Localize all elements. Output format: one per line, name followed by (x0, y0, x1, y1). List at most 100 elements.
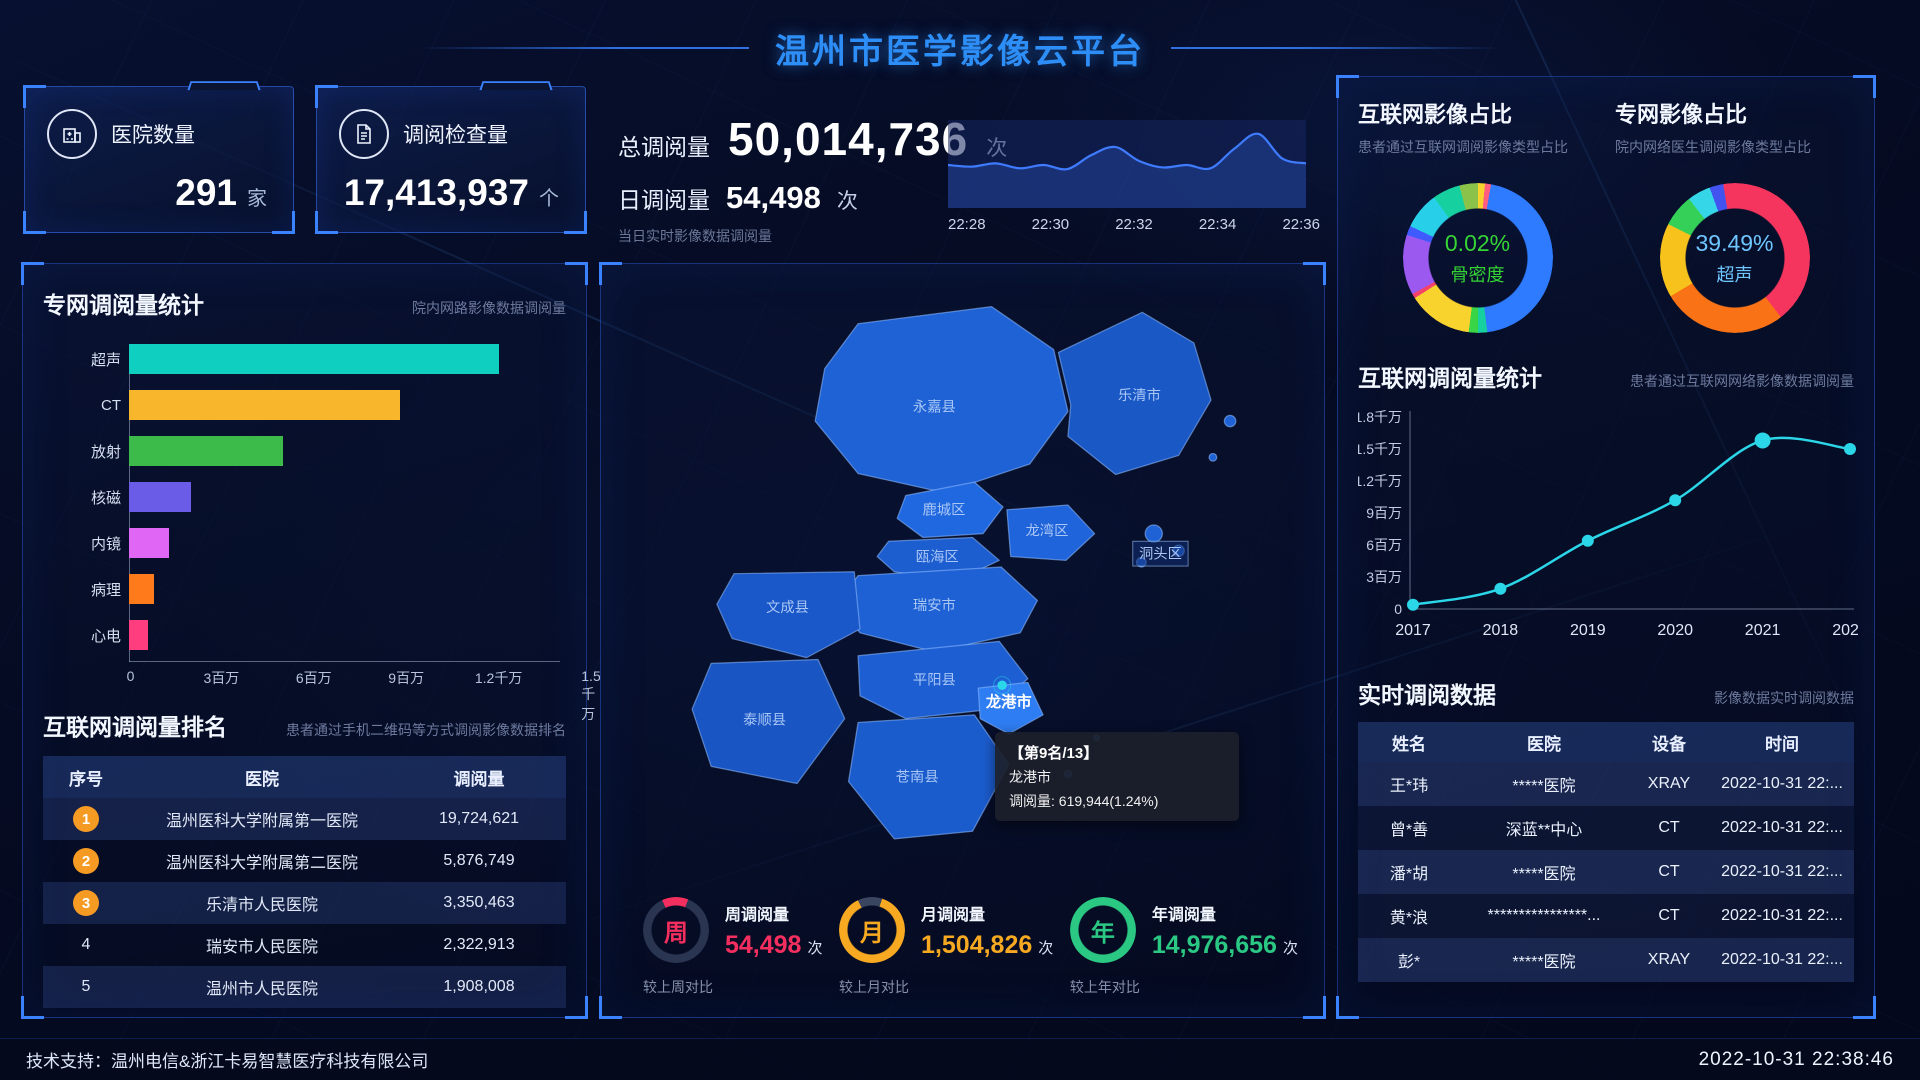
mini-chart-xtick: 22:36 (1282, 216, 1320, 233)
realtime-table-row: 潘*胡 *****医院 CT 2022-10-31 22:... (1358, 850, 1854, 894)
line-title: 互联网调阅量统计 (1358, 365, 1542, 391)
donut2-subtitle: 院内网络医生调阅影像类型占比 (1615, 139, 1811, 155)
bar[interactable] (129, 436, 283, 466)
map-label: 瓯海区 (916, 548, 959, 565)
line-xtick: 2019 (1570, 622, 1606, 639)
weekly-ring-chart (643, 897, 709, 963)
bar-xtick: 6百万 (295, 670, 332, 686)
dongtou-label-box (1132, 540, 1189, 567)
total-views-label: 总调阅量 (618, 134, 710, 160)
realtime-block: 实时调阅数据 影像数据实时调阅数据 姓名 医院 设备 时间 王*玮 *****医院… (1358, 676, 1854, 982)
rank-table-row: 1 温州医科大学附属第一医院 19,724,621 (43, 798, 566, 840)
line-xtick: 2021 (1745, 622, 1781, 639)
total-views-value: 50,014,736 (728, 113, 969, 165)
mini-chart-xtick: 22:28 (948, 216, 986, 233)
bar-row: 心电 (43, 620, 560, 650)
map-district-highlight[interactable] (977, 681, 1044, 735)
map-label: 乐清市 (1118, 387, 1161, 404)
line-data-point[interactable] (1754, 432, 1771, 449)
line-xtick: 2017 (1395, 622, 1431, 639)
map-district[interactable] (896, 481, 1004, 539)
mini-chart-xtick: 22:30 (1031, 216, 1070, 233)
bar[interactable] (129, 528, 170, 558)
map-district[interactable] (1057, 311, 1212, 476)
monthly-stat: 月 月调阅量 1,504,826 次 较上月对比 (839, 897, 1053, 997)
bar[interactable] (129, 620, 149, 650)
kpi-label: 调阅检查量 (403, 124, 508, 147)
private-share-block: 专网影像占比 院内网络医生调阅影像类型占比 39.49% 超声 (1615, 97, 1854, 333)
map-district[interactable] (716, 571, 861, 659)
line-ytick: 0 (1394, 601, 1402, 617)
line-ytick: 9百万 (1366, 505, 1402, 521)
map-district[interactable] (847, 714, 1010, 840)
internet-rank-table: 序号 医院 调阅量 1 温州医科大学附属第一医院 19,724,621 2 温州医科大学… (43, 756, 566, 1008)
realtime-table-header: 姓名 医院 设备 时间 (1358, 722, 1854, 762)
mini-chart-xtick: 22:34 (1198, 216, 1237, 233)
internet-share-donut-chart[interactable] (1402, 183, 1553, 333)
hospital-icon (47, 109, 97, 159)
line-data-point[interactable] (1669, 494, 1682, 507)
realtime-table-row: 黄*浪 ****************... CT 2022-10-31 22:..… (1358, 894, 1854, 938)
bar-category-label: 病理 (90, 581, 121, 599)
rank-table-row: 4 瑞安市人民医院 2,322,913 (81, 936, 515, 956)
map-label: 洞头区 (1139, 545, 1182, 562)
map-district[interactable] (691, 658, 846, 785)
map-label: 苍南县 (896, 769, 939, 786)
bar-row: 核磁 (43, 482, 560, 512)
daily-trend-chart (948, 112, 1306, 208)
header: 温州市医学影像云平台 (0, 20, 1920, 76)
line-ytick: 1.8千万 (1358, 409, 1402, 425)
footer: 技术支持：温州电信&浙江卡易智慧医疗科技有限公司 2022-10-31 22:3… (0, 1038, 1920, 1080)
daily-trend-xticks: 22:28 22:30 22:32 22:34 22:36 (948, 216, 1320, 233)
bar[interactable] (129, 574, 154, 604)
bar-row: 内镜 (43, 528, 560, 558)
internet-share-block: 互联网影像占比 患者通过互联网调阅影像类型占比 0.02% 骨密度 (1358, 97, 1597, 333)
internet-yearly-line-chart: 0 3百万 6百万 9百万 1.2千万 1.5千万 1.8千万 2017 2018 2019 202… (1355, 409, 1868, 639)
map-label: 泰顺县 (743, 711, 786, 728)
bar[interactable] (129, 344, 499, 374)
bar-category-label: 内镜 (90, 535, 121, 553)
map-pin-icon (997, 680, 1007, 691)
private-share-donut-chart[interactable] (1659, 183, 1810, 333)
donut1-title: 互联网影像占比 (1358, 102, 1513, 127)
header-line-right (1171, 47, 1501, 49)
line-data-point[interactable] (1844, 443, 1856, 455)
bar-row: 放射 (43, 436, 560, 466)
rank-badge: 3 (73, 890, 99, 916)
footer-support-text: 技术支持：温州电信&浙江卡易智慧医疗科技有限公司 (26, 1052, 429, 1071)
bar-xtick: 1.2千万 (474, 670, 523, 686)
bar-category-label: 超声 (90, 351, 121, 369)
private-network-panel: 专网调阅量统计 院内网路影像数据调阅量 0 3百万 6百万 9百万 1.2千万 1.5千万… (21, 262, 601, 1019)
map-district[interactable] (814, 305, 1069, 494)
map-district[interactable] (1006, 504, 1096, 561)
internet-yearly-block: 互联网调阅量统计 患者通过互联网网络影像数据调阅量 0 3百万 6百万 9百万 1.2千… (1355, 359, 1868, 660)
line-xtick: 2020 (1657, 622, 1693, 639)
line-data-point[interactable] (1581, 534, 1594, 547)
map-label: 平阳县 (913, 671, 956, 688)
rank-subtitle: 患者通过手机二维码等方式调阅影像数据排名 (286, 722, 566, 738)
rank-table-header: 序号 医院 调阅量 (43, 756, 566, 798)
map-panel: 永嘉县 乐清市 鹿城区 瓯海区 龙湾区 洞头区 瑞安市 文成县 平阳县 泰顺县 苍南县 龙港市 【第9… (599, 262, 1326, 1019)
bar-xtick: 0 (126, 668, 135, 684)
bar[interactable] (129, 390, 401, 420)
kpi-value: 17,413,937 个 (343, 172, 559, 213)
daily-views-value: 54,498 (726, 180, 821, 215)
rank-title: 互联网调阅量排名 (43, 714, 227, 740)
kpi-card-hospital-count: 医院数量 291 家 (23, 81, 295, 234)
realtime-table: 姓名 医院 设备 时间 王*玮 *****医院 XRAY 2022-10-31 22:… (1358, 722, 1854, 982)
bar[interactable] (129, 482, 191, 512)
bar-category-label: 核磁 (90, 489, 121, 507)
donut1-subtitle: 患者通过互联网调阅影像类型占比 (1358, 139, 1568, 155)
realtime-table-row: 彭* *****医院 XRAY 2022-10-31 22:... (1358, 938, 1854, 982)
map-label: 瑞安市 (913, 597, 956, 614)
map-label: 文成县 (766, 599, 809, 616)
bar-chart-title: 专网调阅量统计 (43, 292, 204, 318)
line-data-point[interactable] (1494, 582, 1507, 595)
rank-table-row: 3 乐清市人民医院 3,350,463 (43, 882, 566, 924)
line-data-point[interactable] (1407, 598, 1419, 611)
private-network-bar-chart: 0 3百万 6百万 9百万 1.2千万 1.5千万 超声 CT 放射 核磁 内镜 病理 心电 (43, 338, 601, 722)
bar-category-label: 心电 (90, 627, 121, 645)
bar-chart-subtitle: 院内网路影像数据调阅量 (412, 300, 566, 316)
